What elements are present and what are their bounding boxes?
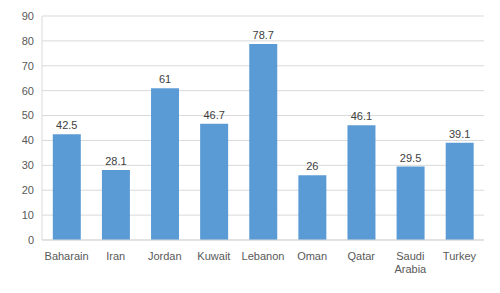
svg-text:Qatar: Qatar xyxy=(347,250,375,262)
svg-text:0: 0 xyxy=(28,234,34,246)
svg-text:Kuwait: Kuwait xyxy=(197,250,230,262)
svg-text:Iran: Iran xyxy=(106,250,125,262)
svg-text:46.1: 46.1 xyxy=(351,110,372,122)
svg-text:39.1: 39.1 xyxy=(449,128,470,140)
svg-text:30: 30 xyxy=(22,159,34,171)
svg-text:78.7: 78.7 xyxy=(253,29,274,41)
svg-text:Jordan: Jordan xyxy=(148,250,182,262)
svg-text:Lebanon: Lebanon xyxy=(242,250,285,262)
svg-text:28.1: 28.1 xyxy=(105,155,126,167)
svg-text:50: 50 xyxy=(22,109,34,121)
svg-text:90: 90 xyxy=(22,10,34,22)
svg-text:26: 26 xyxy=(306,160,318,172)
svg-text:SaudiArabia: SaudiArabia xyxy=(394,250,427,275)
svg-text:61: 61 xyxy=(159,73,171,85)
svg-text:80: 80 xyxy=(22,35,34,47)
svg-text:46.7: 46.7 xyxy=(203,109,224,121)
svg-text:40: 40 xyxy=(22,134,34,146)
svg-text:29.5: 29.5 xyxy=(400,152,421,164)
svg-text:42.5: 42.5 xyxy=(56,119,77,131)
svg-text:Turkey: Turkey xyxy=(443,250,477,262)
svg-text:10: 10 xyxy=(22,209,34,221)
svg-text:20: 20 xyxy=(22,184,34,196)
svg-text:Baharain: Baharain xyxy=(45,250,89,262)
svg-text:Oman: Oman xyxy=(297,250,327,262)
svg-text:60: 60 xyxy=(22,85,34,97)
svg-text:70: 70 xyxy=(22,60,34,72)
